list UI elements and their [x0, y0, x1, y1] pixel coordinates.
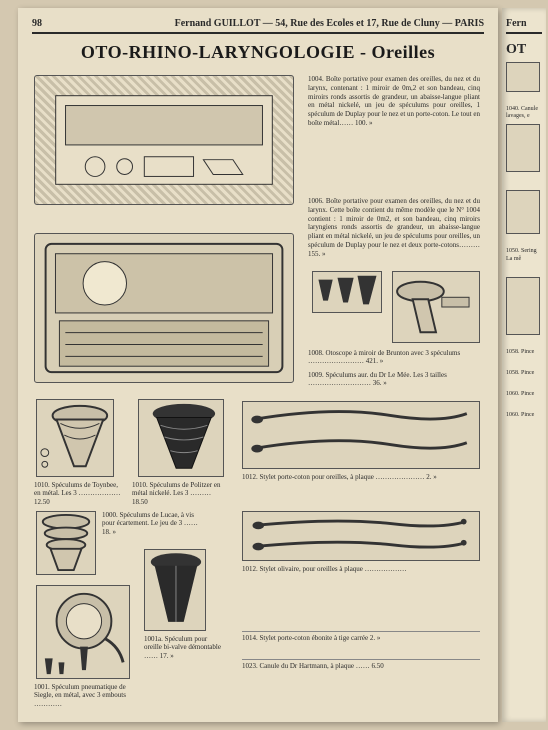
- right-illus-4: [506, 277, 540, 335]
- right-item-5: 1060. Pince: [506, 412, 542, 419]
- right-illus-3: [506, 190, 540, 234]
- line-item-canule-hartmann: 1023. Canule du Dr Hartmann, à plaque ………: [242, 659, 480, 670]
- illustration-speculum-politzer: [138, 399, 224, 477]
- illustration-kit-box-case: [34, 233, 294, 383]
- caption-bivalve: 1001a. Spéculum pour oreille bi-valve dé…: [144, 635, 224, 660]
- right-item-2: 1058. Pince: [506, 349, 542, 356]
- vendor-line: Fernand GUILLOT — 54, Rue des Ecoles et …: [175, 18, 484, 29]
- catalog-page-left: 98 Fernand GUILLOT — 54, Rue des Ecoles …: [18, 8, 498, 722]
- right-illus-2: [506, 124, 540, 172]
- illustration-speculum-tips: [312, 271, 382, 313]
- caption-otoscope: 1008. Otoscope à miroir de Brunton avec …: [308, 349, 480, 366]
- page-number: 98: [32, 18, 42, 29]
- caption-toynbee: 1010. Spéculums de Toynbee, en métal. Le…: [34, 481, 124, 506]
- caption-politzer: 1010. Spéculums de Politzer en métal nic…: [132, 481, 228, 506]
- catalog-page-right-fragment: Fern OT 1040. Canule lavages, e 1050. Se…: [502, 8, 546, 722]
- caption-speculums-lemee: 1009. Spéculums aur. du Dr Le Mée. Les 3…: [308, 371, 480, 388]
- illustration-speculum-toynbee: [36, 399, 114, 477]
- right-illus-1: [506, 62, 540, 92]
- illustration-kit-box-open: [34, 75, 294, 205]
- caption-stylet-plaque: 1012. Stylet porte-coton pour oreilles, …: [242, 473, 480, 481]
- right-item-3: 1058. Pince: [506, 370, 542, 377]
- content-area: 1004. Boîte portative pour examen des or…: [32, 71, 484, 711]
- illustration-speculum-pneumatique: [36, 585, 130, 679]
- illustration-stylets-2: [242, 511, 480, 561]
- item-description-1006: 1006. Boîte portative pour examen des or…: [308, 197, 480, 267]
- right-item-0: 1040. Canule lavages, e: [506, 106, 542, 120]
- line-item-stylet-ebonite: 1014. Stylet porte-coton ébonite à tige …: [242, 631, 480, 642]
- caption-pneumatique: 1001. Spéculum pneumatique de Siegle, en…: [34, 683, 134, 708]
- right-header-fragment: Fern: [506, 18, 542, 34]
- right-item-1: 1050. Sering La mê: [506, 248, 542, 262]
- illustration-speculum-set-lucae: [36, 511, 96, 575]
- illustration-speculum-bivalve: [144, 549, 206, 631]
- section-title: OTO-RHINO-LARYNGOLOGIE - Oreilles: [32, 42, 484, 63]
- right-title-fragment: OT: [506, 42, 542, 58]
- page-header: 98 Fernand GUILLOT — 54, Rue des Ecoles …: [32, 18, 484, 34]
- caption-speculum-set: 1000. Spéculums de Lucae, à vis pour éca…: [102, 511, 198, 536]
- illustration-otoscope-brunton: [392, 271, 480, 343]
- item-description-1004: 1004. Boîte portative pour examen des or…: [308, 75, 480, 185]
- caption-stylet-olivaire: 1012. Stylet olivaire, pour oreilles à p…: [242, 565, 480, 573]
- right-item-4: 1060. Pince: [506, 391, 542, 398]
- illustration-stylets-1: [242, 401, 480, 469]
